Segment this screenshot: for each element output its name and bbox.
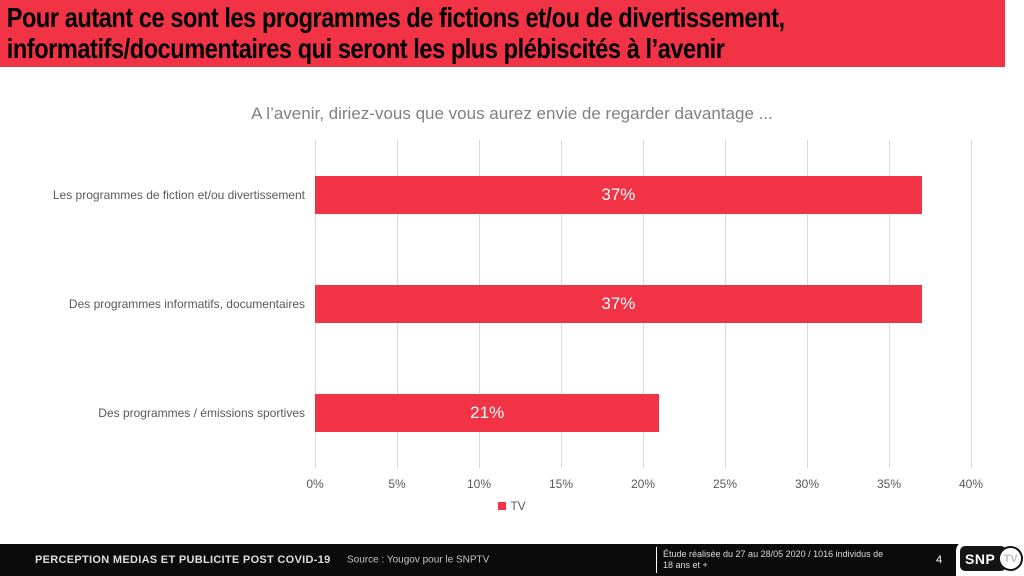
legend-swatch-tv	[498, 502, 507, 510]
slide-title-line2: informatifs/documentaires qui seront les…	[6, 33, 725, 64]
bar-value-label: 37%	[601, 184, 636, 204]
slide-title-line1: Pour autant ce sont les programmes de fi…	[6, 2, 785, 33]
footer-study-note-line2: 18 ans et +	[663, 560, 708, 570]
snptv-logo-snp-text: SNP	[965, 550, 996, 567]
x-axis-tick: 40%	[958, 477, 984, 491]
x-axis-tick: 15%	[548, 477, 574, 491]
bar-value-label: 21%	[470, 403, 505, 423]
gridline	[971, 140, 972, 468]
footer-study-note: Étude réalisée du 27 au 28/05 2020 / 101…	[663, 549, 898, 571]
x-axis-tick: 0%	[306, 477, 324, 491]
snptv-logo: SNP TV	[956, 541, 1024, 576]
plot-area: 0% 5% 10% 15% 20% 25% 30% 35% 40% 37% 37% 21%	[306, 140, 983, 491]
category-labels: Les programmes de fiction et/ou divertis…	[0, 140, 305, 468]
footer-title: PERCEPTION MEDIAS ET PUBLICITE POST COVI…	[35, 554, 331, 566]
chart-legend: TV	[0, 499, 1024, 513]
footer-divider	[656, 547, 657, 573]
slide-title: Pour autant ce sont les programmes de fi…	[0, 0, 844, 64]
snptv-logo-tv-circle: TV	[998, 546, 1023, 571]
chart-title: A l’avenir, diriez-vous que vous aurez e…	[251, 104, 773, 123]
x-axis-tick: 25%	[712, 477, 738, 491]
category-label: Des programmes informatifs, documentaire…	[68, 296, 305, 311]
footer-study-note-line1: Étude réalisée du 27 au 28/05 2020 / 101…	[663, 549, 884, 559]
x-axis-tick: 10%	[466, 477, 492, 491]
bar-tv: 37%	[315, 175, 922, 214]
bar-tv: 37%	[315, 285, 922, 323]
bar-value-label: 37%	[601, 294, 636, 313]
legend-label-tv: TV	[510, 499, 526, 513]
page-number: 4	[936, 554, 943, 566]
snptv-logo-tv-text: TV	[1003, 552, 1018, 565]
x-axis-tick: 35%	[876, 477, 902, 491]
bar-tv: 21%	[315, 394, 660, 433]
footer-bar: PERCEPTION MEDIAS ET PUBLICITE POST COVI…	[0, 544, 1024, 576]
footer-source: Source : Yougov pour le SNPTV	[347, 554, 490, 566]
x-axis-tick: 30%	[794, 477, 820, 491]
header-banner: Pour autant ce sont les programmes de fi…	[0, 0, 1005, 67]
category-label: Les programmes de fiction et/ou divertis…	[52, 187, 305, 202]
x-axis-tick: 20%	[630, 477, 656, 491]
category-label: Des programmes / émissions sportives	[98, 406, 305, 421]
x-axis-tick: 5%	[388, 477, 406, 491]
